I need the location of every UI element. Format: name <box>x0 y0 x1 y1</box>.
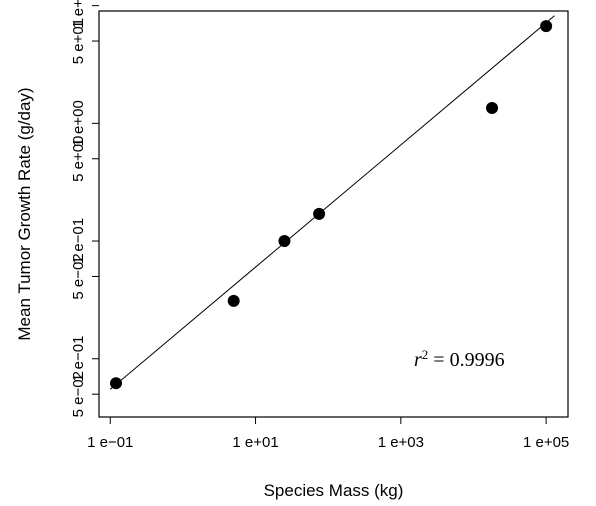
y-axis-label: Mean Tumor Growth Rate (g/day) <box>15 87 34 340</box>
regression-line <box>109 15 555 390</box>
r-superscript: 2 <box>422 347 429 362</box>
data-point-4 <box>313 207 326 220</box>
data-point-6 <box>540 20 553 33</box>
data-point-2 <box>227 294 240 307</box>
y-tick-label-3: 5 e−02 <box>70 253 87 299</box>
r-squared-annotation: r2 = 0.9996 <box>414 347 505 372</box>
data-points <box>110 20 553 390</box>
y-tick-label-1: 5 e−02 <box>70 371 87 417</box>
r-symbol: r <box>414 349 422 371</box>
x-tick-label-4: 1 e+05 <box>523 434 569 451</box>
x-tick-label-2: 1 e+01 <box>232 434 278 451</box>
y-tick-label-8: 1 e+01 <box>70 0 87 29</box>
x-axis: 1 e−01 1 e+01 1 e+03 1 e+05 <box>87 417 569 451</box>
x-tick-label-1: 1 e−01 <box>87 434 133 451</box>
r-value: = 0.9996 <box>428 349 504 371</box>
y-tick-label-7: 5 e+01 <box>70 18 87 64</box>
data-point-3 <box>278 235 291 248</box>
y-tick-label-4: 1 e−01 <box>70 218 87 264</box>
x-tick-label-3: 1 e+03 <box>378 434 424 451</box>
x-axis-label: Species Mass (kg) <box>264 481 404 500</box>
y-tick-label-2: 1 e−01 <box>70 336 87 382</box>
y-tick-label-5: 5 e+00 <box>70 136 87 182</box>
y-axis: 5 e−021 e−015 e−021 e−015 e+001 e+005 e+… <box>70 0 99 417</box>
plot-frame <box>98 10 569 418</box>
data-point-1 <box>110 377 123 390</box>
data-point-5 <box>486 101 499 114</box>
y-tick-label-6: 1 e+00 <box>70 100 87 146</box>
